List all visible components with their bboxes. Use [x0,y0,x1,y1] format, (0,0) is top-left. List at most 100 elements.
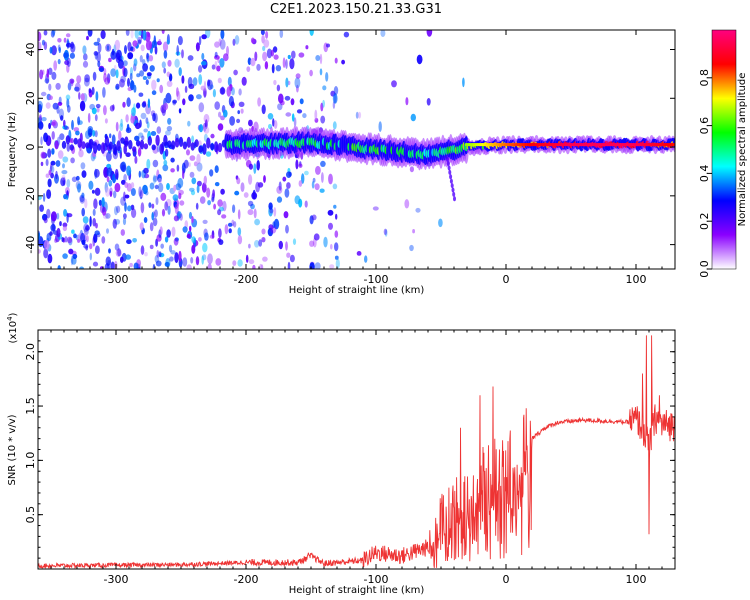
heatmap-noise-cell [64,236,68,243]
heatmap-noise-cell [77,116,81,126]
heatmap-noise-cell [334,230,339,238]
heatmap-ridge-cell [198,145,203,153]
heatmap-noise-cell [167,59,172,67]
heatmap-noise-cell [238,88,242,96]
heatmap-noise-cell [206,187,211,198]
heatmap-noise-cell [155,197,159,206]
heatmap-noise-cell [166,80,173,88]
heatmap-noise-cell [50,223,56,232]
heatmap-noise-cell [198,35,202,46]
heatmap-noise-cell [93,233,98,243]
heatmap-noise-cell [276,84,281,92]
heatmap-noise-cell [182,257,188,267]
heatmap-noise-cell [54,238,58,243]
heatmap-noise-cell [138,132,144,138]
heatmap-noise-cell [43,217,48,224]
heatmap-noise-cell [278,240,283,250]
heatmap-noise-cell [238,101,245,108]
heatmap-noise-cell [189,155,196,161]
heatmap-noise-cell [219,87,226,95]
heatmap-noise-cell [165,92,172,104]
heatmap-noise-cell [50,172,54,179]
heatmap-noise-cell [217,123,224,131]
heatmap-noise-cell [289,254,295,263]
heatmap-noise-cell [196,162,203,172]
heatmap-noise-cell [168,244,173,253]
heatmap-noise-cell [332,183,338,190]
heatmap-noise-cell [173,215,179,222]
heatmap-noise-cell [63,119,66,127]
heatmap-noise-cell [102,87,106,98]
heatmap-noise-cell [62,177,66,186]
heatmap-noise-cell [93,198,98,209]
heatmap-noise-cell [131,208,137,219]
heatmap-noise-cell [83,53,88,61]
heatmap-noise-cell [253,208,257,219]
heatmap-noise-cell [330,243,333,250]
heatmap-noise-cell [65,33,71,38]
heatmap-noise-cell [125,114,129,123]
heatmap-noise-cell [261,104,266,115]
heatmap-noise-cell [334,242,339,252]
snr-line [38,335,675,569]
heatmap-noise-cell [237,235,243,245]
heatmap-noise-cell [57,265,61,269]
heatmap-noise-cell [162,164,169,172]
y-scale-factor: (x104) [6,312,19,343]
heatmap-noise-cell [46,208,51,219]
heatmap-noise-cell [63,194,68,200]
heatmap-noise-cell [296,84,299,93]
heatmap-noise-cell [156,250,160,258]
heatmap-noise-cell [279,30,284,38]
heatmap-noise-cell [57,58,61,65]
heatmap-noise-cell [227,76,232,87]
heatmap-noise-cell [276,196,283,203]
heatmap-noise-cell [123,213,127,219]
heatmap-noise-cell [108,180,113,187]
heatmap-noise-cell [227,222,233,227]
heatmap-ridge-cell [210,143,215,151]
heatmap-ridge-cell [451,187,455,193]
heatmap-noise-cell [166,229,171,238]
heatmap-noise-cell [142,63,149,72]
heatmap-noise-cell [62,225,68,232]
heatmap-noise-cell [247,200,254,207]
heatmap-noise-cell [51,45,57,56]
heatmap-noise-cell [250,37,255,44]
heatmap-noise-cell [126,97,131,108]
heatmap-ridge-cell [155,134,160,146]
heatmap-noise-cell [173,237,179,246]
heatmap-noise-cell [45,158,49,167]
heatmap-noise-cell [94,168,100,178]
heatmap-noise-cell [49,231,53,236]
heatmap-noise-cell [148,55,154,62]
heatmap-noise-cell [133,262,139,269]
heatmap-noise-cell [146,72,152,77]
heatmap-noise-cell [138,30,142,36]
heatmap-noise-cell [45,102,51,109]
heatmap-noise-cell [169,256,174,262]
heatmap-noise-cell [181,49,184,59]
heatmap-noise-cell [120,229,126,236]
heatmap-ridge-cell [452,191,456,197]
heatmap-noise-cell [110,261,115,269]
heatmap-noise-cell [53,60,58,71]
heatmap-noise-cell [43,30,48,36]
heatmap-noise-cell [82,45,87,54]
heatmap-noise-cell [114,206,118,216]
heatmap-noise-cell [84,198,88,209]
heatmap-ridge-cell [116,140,121,152]
heatmap-noise-cell [217,56,220,64]
y-tick-label: 20 [24,91,37,105]
heatmap-noise-cell [248,174,253,185]
heatmap-noise-cell [262,51,268,62]
heatmap-noise-cell [332,121,337,130]
heatmap-noise-cell [50,160,56,166]
heatmap-noise-cell [40,136,43,145]
heatmap-noise-cell [136,102,141,109]
heatmap-noise-cell [220,86,225,95]
heatmap-noise-cell [260,30,265,36]
heatmap-noise-cell [161,30,165,34]
heatmap-noise-cell [218,111,222,118]
heatmap-noise-cell [85,245,89,251]
